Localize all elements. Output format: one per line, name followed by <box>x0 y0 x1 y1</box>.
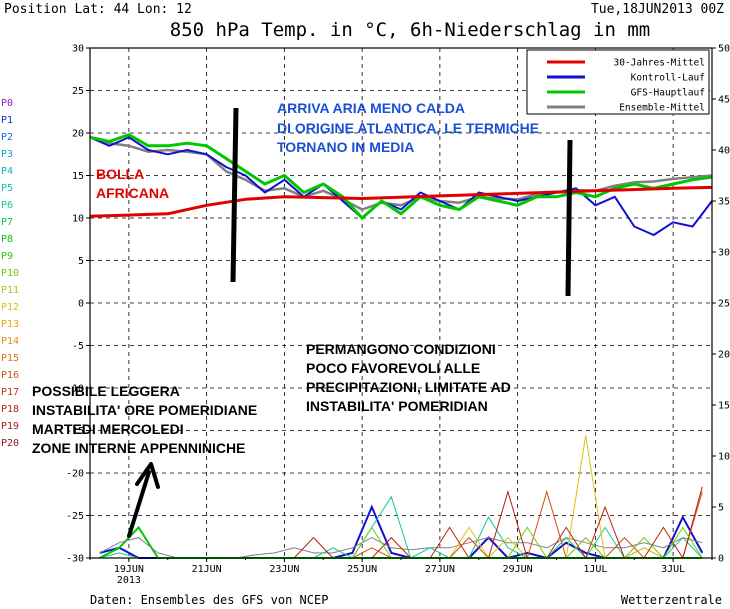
series-line-30-jahres-mittel <box>89 185 713 218</box>
member-label: P1 <box>1 115 13 126</box>
y-right-tick-label: 10 <box>718 452 730 463</box>
y-right-tick-label: 30 <box>718 248 730 259</box>
series-line-ensemble-mittel <box>89 136 713 211</box>
y-left-tick-label: -25 <box>66 511 84 522</box>
annotation-arrow-shaft <box>127 470 151 538</box>
y-right-tick-label: 40 <box>718 146 730 157</box>
y-right-tick-label: 35 <box>718 197 730 208</box>
member-label: P2 <box>1 132 13 143</box>
annotation-text: ARRIVA ARIA MENO CALDA <box>277 100 465 116</box>
series-line-kontroll-lauf <box>89 136 713 236</box>
annotation-text: POCO FAVOREVOLI ALLE <box>306 360 480 376</box>
y-right-tick-label: 25 <box>718 299 730 310</box>
member-label: P5 <box>1 183 13 194</box>
member-labels: P0 P1 P2 P3 P4 P5 P6 P7 P8 P9 P10 P11 P12 P13 P14 P15 P1… <box>1 98 19 449</box>
y-right-tick-label: 20 <box>718 350 730 361</box>
header-position: Position Lat: 44 Lon: 12 <box>4 2 192 17</box>
y-right-tick-label: 45 <box>718 95 730 106</box>
member-label: P0 <box>1 98 13 109</box>
y-left-tick-label: -5 <box>72 341 84 352</box>
x-tick-label: 25JUN <box>347 564 377 575</box>
annotation-text: MARTEDI MERCOLEDI <box>32 421 184 437</box>
member-label: P11 <box>1 285 19 296</box>
annotation-text: PERMANGONO CONDIZIONI <box>306 341 496 357</box>
member-label: P3 <box>1 149 13 160</box>
y-left-tick-label: 10 <box>72 214 84 225</box>
y-left-tick-label: 15 <box>72 171 84 182</box>
y-right-tick-label: 5 <box>718 503 724 514</box>
legend-label: Kontroll-Lauf <box>631 73 705 84</box>
axes: 302520151050-5-10-15-20-25-3050454035302… <box>66 44 730 587</box>
member-label: P16 <box>1 370 19 381</box>
legend-label: GFS-Hauptlauf <box>631 88 705 99</box>
y-left-tick-label: -20 <box>66 469 84 480</box>
member-label: P7 <box>1 217 13 228</box>
y-right-tick-label: 15 <box>718 401 730 412</box>
member-label: P14 <box>1 336 19 347</box>
y-left-tick-label: 20 <box>72 129 84 140</box>
annotation-text: INSTABILITA' ORE POMERIDIANE <box>32 402 257 418</box>
chart-title: 850 hPa Temp. in °C, 6h-Niederschlag in … <box>170 19 650 41</box>
annotation-marker-bar <box>565 139 573 297</box>
x-tick-label: 23JUN <box>269 564 299 575</box>
member-label: P6 <box>1 200 13 211</box>
annotation-text: INSTABILITA' POMERIDIAN <box>306 398 488 414</box>
annotation-text: BOLLA <box>96 166 144 182</box>
header-date: Tue,18JUN2013 00Z <box>591 2 724 17</box>
annotation-text: DI ORIGINE ATLANTICA, LE TERMICHE <box>277 120 539 136</box>
legend-label: Ensemble-Mittel <box>619 103 705 114</box>
grid-lines <box>90 48 712 558</box>
y-left-tick-label: 0 <box>78 299 84 310</box>
annotation-text: TORNANO IN MEDIA <box>277 139 414 155</box>
annotations: ARRIVA ARIA MENO CALDA DI ORIGINE ATLANTI… <box>32 100 573 538</box>
plot-frame <box>89 47 713 559</box>
member-label: P18 <box>1 404 19 415</box>
y-left-tick-label: 30 <box>72 44 84 55</box>
y-right-tick-label: 0 <box>718 554 724 565</box>
member-label: P9 <box>1 251 13 262</box>
x-tick-label: 29JUN <box>503 564 533 575</box>
y-right-tick-label: 50 <box>718 44 730 55</box>
x-tick-label: 19JUN <box>114 564 144 575</box>
annotation-arrow-head <box>135 462 160 489</box>
member-label: P10 <box>1 268 19 279</box>
member-label: P17 <box>1 387 19 398</box>
y-left-tick-label: -30 <box>66 554 84 565</box>
member-label: P12 <box>1 302 19 313</box>
annotation-text: AFRICANA <box>96 185 169 201</box>
member-label: P15 <box>1 353 19 364</box>
x-tick-label: 3JUL <box>661 564 685 575</box>
footer-source: Daten: Ensembles des GFS von NCEP <box>90 593 328 607</box>
x-tick-label: 27JUN <box>425 564 455 575</box>
x-tick-label: 21JUN <box>192 564 222 575</box>
y-left-tick-label: -15 <box>66 426 84 437</box>
temperature-series <box>89 133 713 236</box>
legend: 30-Jahres-Mittel Kontroll-Lauf GFS-Hauptla… <box>526 49 710 115</box>
annotation-text: POSSIBILE LEGGERA <box>32 383 180 399</box>
member-label: P4 <box>1 166 13 177</box>
member-label: P20 <box>1 438 19 449</box>
x-tick-label: 1JUL <box>583 564 607 575</box>
member-label: P13 <box>1 319 19 330</box>
annotation-text: PRECIPITAZIONI, LIMITATE AD <box>306 379 511 395</box>
member-label: P8 <box>1 234 13 245</box>
footer-brand: Wetterzentrale <box>621 593 722 607</box>
legend-label: 30-Jahres-Mittel <box>613 58 705 69</box>
y-left-tick-label: 5 <box>78 256 84 267</box>
annotation-marker-bar <box>230 107 239 283</box>
annotation-text: ZONE INTERNE APPENNINICHE <box>32 440 245 456</box>
member-label: P19 <box>1 421 19 432</box>
y-left-tick-label: -10 <box>66 384 84 395</box>
y-left-tick-label: 25 <box>72 86 84 97</box>
x-year-label: 2013 <box>117 575 141 586</box>
